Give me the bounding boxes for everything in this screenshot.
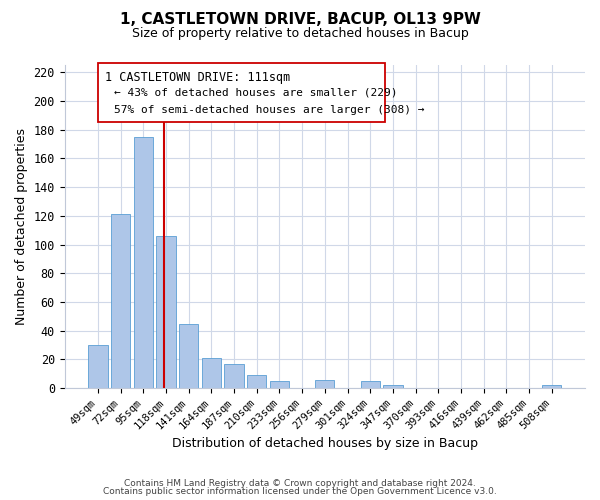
Text: Size of property relative to detached houses in Bacup: Size of property relative to detached ho… <box>131 28 469 40</box>
Text: 1, CASTLETOWN DRIVE, BACUP, OL13 9PW: 1, CASTLETOWN DRIVE, BACUP, OL13 9PW <box>119 12 481 28</box>
Bar <box>157 236 176 388</box>
Bar <box>542 386 562 388</box>
Bar <box>134 137 153 388</box>
Bar <box>383 386 403 388</box>
Y-axis label: Number of detached properties: Number of detached properties <box>15 128 28 325</box>
Text: ← 43% of detached houses are smaller (229): ← 43% of detached houses are smaller (22… <box>114 88 398 98</box>
Bar <box>179 324 199 388</box>
Bar <box>224 364 244 388</box>
Bar <box>111 214 130 388</box>
Text: 57% of semi-detached houses are larger (308) →: 57% of semi-detached houses are larger (… <box>114 106 425 116</box>
Bar <box>202 358 221 388</box>
Text: Contains public sector information licensed under the Open Government Licence v3: Contains public sector information licen… <box>103 487 497 496</box>
Bar <box>88 345 107 388</box>
Text: Contains HM Land Registry data © Crown copyright and database right 2024.: Contains HM Land Registry data © Crown c… <box>124 478 476 488</box>
Bar <box>361 381 380 388</box>
Bar <box>247 375 266 388</box>
FancyBboxPatch shape <box>98 64 385 122</box>
Text: 1 CASTLETOWN DRIVE: 111sqm: 1 CASTLETOWN DRIVE: 111sqm <box>105 72 290 85</box>
Bar <box>315 380 334 388</box>
X-axis label: Distribution of detached houses by size in Bacup: Distribution of detached houses by size … <box>172 437 478 450</box>
Bar <box>270 381 289 388</box>
